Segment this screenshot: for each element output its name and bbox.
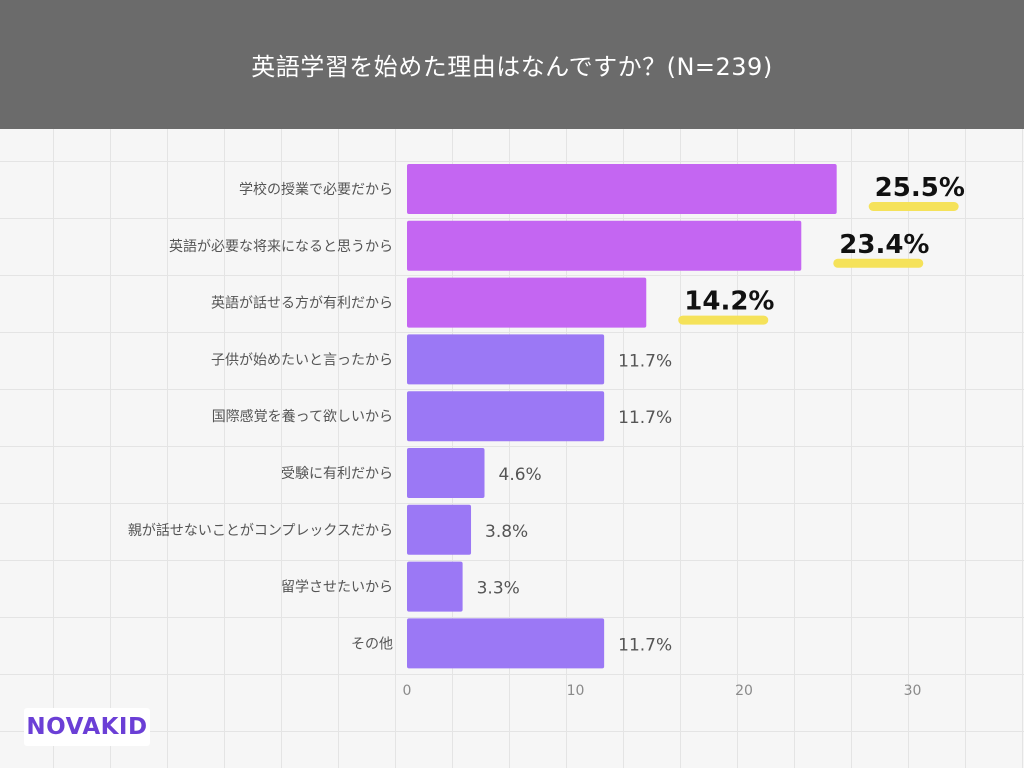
novakid-logo: NOVAKID	[24, 708, 150, 746]
data-label: 23.4%	[839, 230, 929, 260]
x-tick-label: 30	[904, 683, 922, 699]
bar	[407, 334, 605, 385]
bar	[407, 504, 472, 555]
bar	[407, 618, 605, 669]
bar	[407, 164, 837, 214]
label-highlight-underline	[833, 258, 924, 268]
bar	[407, 561, 463, 612]
bar	[407, 448, 485, 498]
logo-text: NOVAKID	[26, 714, 148, 740]
category-label: 受験に有利だから	[281, 466, 393, 482]
category-label: 学校の授業で必要だから	[239, 181, 393, 198]
category-label: 子供が始めたいと言ったから	[211, 352, 393, 368]
data-label: 4.6%	[499, 465, 542, 485]
data-label: 11.7%	[618, 351, 672, 371]
data-label: 11.7%	[618, 635, 672, 655]
data-label: 3.8%	[485, 522, 528, 542]
label-highlight-underline	[678, 315, 769, 325]
data-label: 11.7%	[618, 408, 672, 428]
data-label: 3.3%	[477, 579, 520, 599]
category-label: 英語が話せる方が有利だから	[211, 295, 393, 312]
category-label: 英語が必要な将来になると思うから	[169, 238, 393, 255]
bar-chart: 学校の授業で必要だから 25.5% 英語が必要な将来になると思うから 23.4% 英語が…	[128, 164, 965, 699]
bar	[407, 391, 605, 442]
category-label: 留学させたいから	[281, 580, 393, 596]
x-tick-label: 0	[403, 683, 412, 699]
category-label: その他	[351, 636, 393, 652]
label-highlight-underline	[868, 202, 959, 211]
x-tick-label: 10	[567, 683, 585, 699]
category-label: 親が話せないことがコンプレックスだから	[128, 522, 393, 539]
data-label: 14.2%	[684, 287, 774, 317]
bar	[407, 220, 802, 271]
data-label: 25.5%	[875, 173, 965, 203]
x-tick-label: 20	[735, 683, 753, 699]
bar	[407, 277, 647, 328]
category-label: 国際感覚を養って欲しいから	[212, 408, 393, 425]
chart-header: 英語学習を始めた理由はなんですか？(N=239)	[0, 0, 1024, 129]
chart-title: 英語学習を始めた理由はなんですか？(N=239)	[251, 53, 773, 81]
